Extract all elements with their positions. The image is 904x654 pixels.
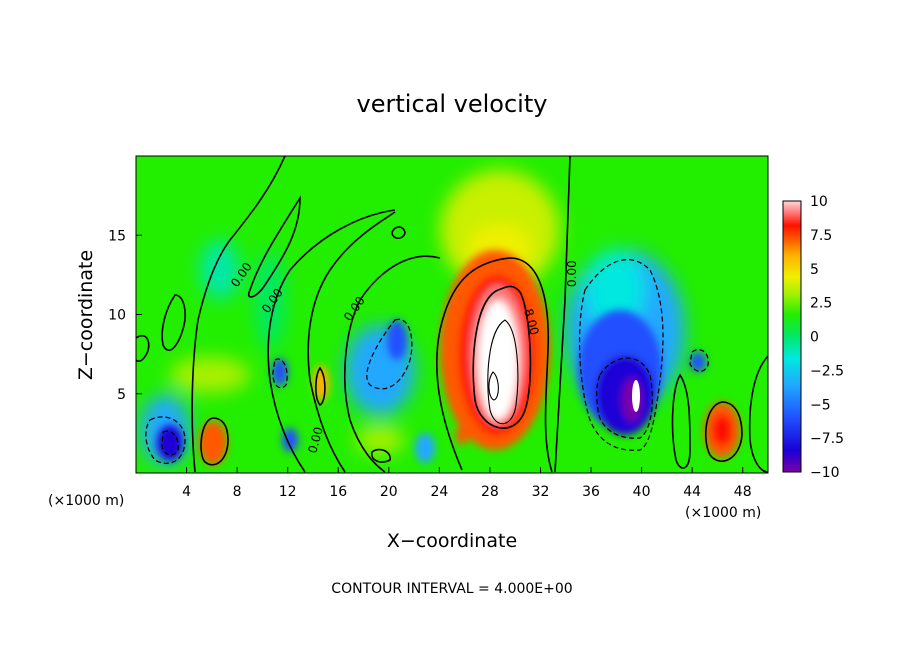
- contour-label-5: 8.00: [521, 307, 541, 336]
- x-tick-label: 32: [532, 484, 550, 500]
- dashed-contour-mid-b: [272, 358, 288, 389]
- x-tick-label: 24: [430, 484, 448, 500]
- zero-contour-band-c: [344, 255, 441, 473]
- colorbar-tick-label: 2.5: [810, 296, 832, 312]
- downdraft-white-core: [632, 380, 640, 412]
- dashed-contour-downdraft-core: [596, 357, 653, 439]
- lower-updraft-small: [456, 425, 468, 445]
- contour-label-3: 0.00: [305, 425, 325, 454]
- zero-contour-left-edge: [136, 335, 150, 363]
- colorbar: [782, 200, 802, 473]
- zero-contour-right-region: [671, 373, 691, 469]
- dashed-contour-downdraft-right: [578, 259, 664, 451]
- x-unit-left: (×1000 m): [48, 493, 124, 509]
- colorbar-tick-label: −10: [810, 465, 840, 481]
- y-tick-label: 10: [108, 308, 126, 324]
- mid-downdraft-c: [282, 428, 298, 452]
- left-downdraft: [157, 425, 183, 461]
- colorbar-tick-label: −7.5: [810, 431, 844, 447]
- right-small-downdraft: [690, 352, 706, 372]
- cyan-left-upper: [200, 240, 240, 300]
- zero-contour-right-edge: [748, 355, 768, 473]
- mid-low-level-light: [355, 426, 405, 454]
- y-tick-label: 5: [117, 387, 126, 403]
- colorbar-tick-label: 10: [810, 194, 828, 210]
- y-axis-ticks: 5 10 15: [108, 228, 142, 403]
- x-tick-label: 44: [683, 484, 701, 500]
- zero-contour-band-b: [307, 211, 396, 473]
- zero-contour-small-loop-top: [391, 226, 406, 240]
- lower-mid-downdraft: [415, 433, 435, 463]
- main-updraft-white: [478, 300, 518, 420]
- x-tick-label: 12: [279, 484, 297, 500]
- dashed-contour-mid: [366, 318, 413, 390]
- colorbar-tick-label: −5: [810, 397, 831, 413]
- zero-contour-main-updraft: [435, 257, 553, 473]
- x-tick-label: 20: [380, 484, 398, 500]
- x-axis-label: X−coordinate: [387, 530, 517, 552]
- colorbar-ticks: 10 7.5 5 2.5 0 −2.5 −5 −7.5 −10: [810, 194, 844, 481]
- cyan-region-right: [585, 250, 645, 330]
- colorbar-tick-label: −2.5: [810, 363, 844, 379]
- zero-contour-right-updraft: [704, 401, 743, 462]
- cyan-upper-column: [255, 250, 285, 350]
- mid-downdraft-a: [387, 320, 407, 360]
- contour-interval-note: CONTOUR INTERVAL = 4.000E+00: [331, 581, 572, 597]
- zero-contour-left-updraft: [200, 417, 229, 466]
- contour-lines: [136, 156, 768, 473]
- x-axis-ticks: 4 8 12 16 20 24 28 32 36 40 44 48: [182, 467, 752, 500]
- inner-contour: [487, 319, 519, 425]
- small-core-contour: [488, 371, 499, 401]
- dashed-contour-left: [145, 416, 186, 464]
- y-axis-label: Z−coordinate: [75, 250, 97, 380]
- colorbar-tick-label: 0: [810, 330, 819, 346]
- y-tick-label: 15: [108, 228, 126, 244]
- x-tick-label: 36: [582, 484, 600, 500]
- mid-downdraft-b: [272, 358, 288, 386]
- left-low-level-light: [170, 357, 250, 393]
- dashed-contour-right-small: [689, 349, 709, 372]
- colorbar-tick-label: 5: [810, 262, 819, 278]
- zero-contour-band-a: [267, 209, 396, 473]
- colorbar-tick-label: 7.5: [810, 228, 832, 244]
- zero-contour-far-left: [191, 156, 286, 473]
- right-updraft-core: [712, 414, 732, 446]
- x-tick-label: 8: [233, 484, 242, 500]
- x-tick-label: 16: [329, 484, 347, 500]
- x-tick-label: 40: [633, 484, 651, 500]
- zero-contour-upper-left-loop: [247, 195, 301, 298]
- x-tick-label: 48: [734, 484, 752, 500]
- zero-contour-mid-left-updraft: [315, 366, 326, 406]
- eight-contour: [472, 285, 532, 429]
- negative-contours: [145, 259, 709, 464]
- x-tick-label: 4: [182, 484, 191, 500]
- zero-contour-small-lower: [370, 448, 391, 463]
- contour-label-4: 0.00: [565, 260, 579, 287]
- left-updraft: [199, 421, 227, 465]
- dashed-contour-left-inner: [161, 430, 179, 456]
- x-unit-right: (×1000 m): [685, 505, 761, 521]
- zero-contour-vertical-right: [554, 156, 571, 473]
- velocity-field: 0.00 0.00 0.00 0.00 0.00 8.00: [136, 156, 768, 473]
- zero-contour-left-loop: [161, 294, 186, 352]
- x-tick-label: 28: [481, 484, 499, 500]
- chart-title: vertical velocity: [357, 90, 548, 118]
